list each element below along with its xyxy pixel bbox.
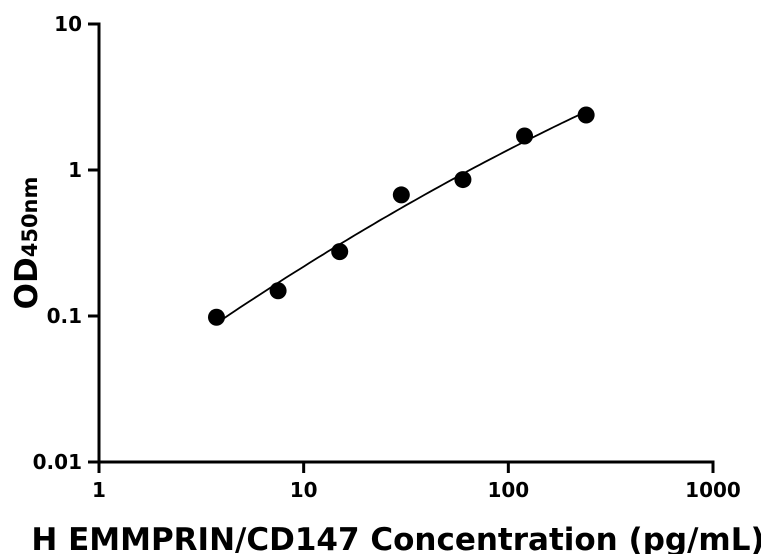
data-point [577,106,595,124]
y-tick-label: 0.01 [33,450,82,474]
y-axis-title-main: OD [9,257,45,309]
x-axis-title: H EMMPRIN/CD147 Concentration (pg/mL) [31,522,761,554]
data-point [392,186,410,204]
y-tick-label: 0.1 [47,304,82,328]
data-points [207,106,595,326]
data-point [269,282,287,300]
data-point [207,308,225,326]
axes [97,22,715,464]
x-tick-label: 1000 [685,478,741,502]
x-tick-label: 10 [290,478,318,502]
x-tick-label: 100 [487,478,529,502]
x-ticks: 1 10 100 1000 [92,462,741,502]
data-point [331,243,349,261]
y-axis-title: OD450nm [9,177,45,310]
y-tick-label: 10 [54,12,82,36]
y-axis-title-subscript: 450nm [18,177,42,258]
y-ticks: 0.01 0.1 1 10 [33,12,99,474]
x-tick-label: 1 [92,478,106,502]
data-point [454,171,472,189]
data-point [516,127,534,145]
y-tick-label: 1 [68,158,82,182]
